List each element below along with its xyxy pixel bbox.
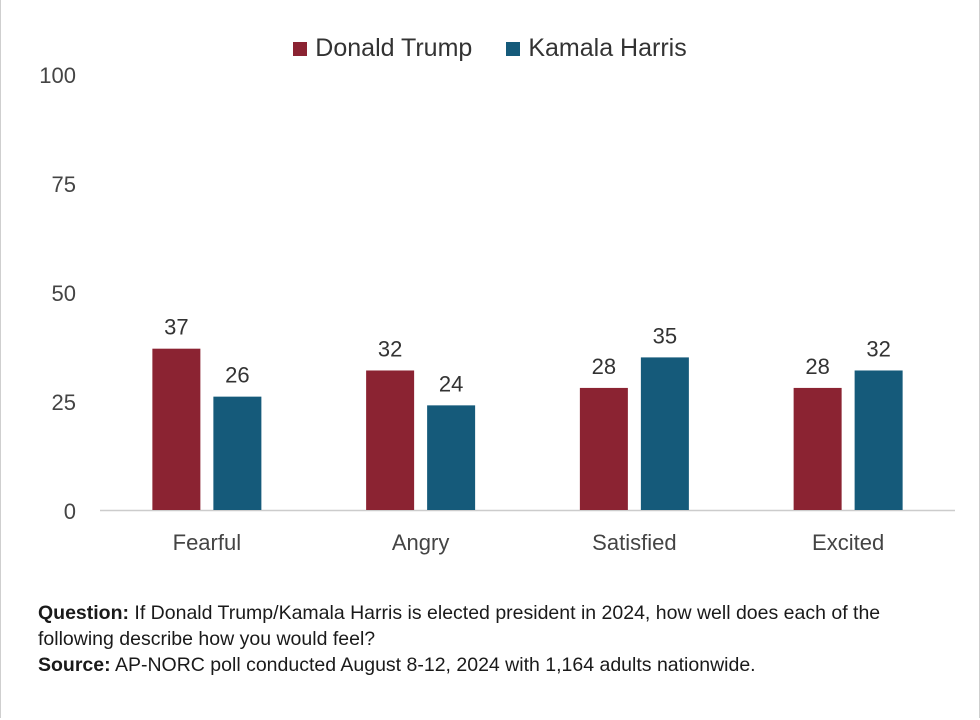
y-tick-label: 100 bbox=[39, 63, 76, 88]
y-tick-label: 0 bbox=[64, 499, 76, 524]
legend-swatch-trump bbox=[293, 41, 308, 56]
bar-harris bbox=[854, 370, 903, 510]
source-label: Source: bbox=[38, 654, 111, 677]
data-label: 28 bbox=[592, 354, 616, 379]
x-tick-label: Fearful bbox=[173, 530, 241, 555]
data-label: 32 bbox=[866, 336, 890, 361]
bar-harris bbox=[427, 405, 476, 510]
bar-trump bbox=[793, 387, 842, 510]
legend-label-harris: Kamala Harris bbox=[528, 34, 687, 62]
data-label: 32 bbox=[378, 336, 402, 361]
chart-legend: Donald Trump Kamala Harris bbox=[0, 34, 980, 63]
bar-trump bbox=[152, 348, 201, 510]
data-label: 28 bbox=[805, 354, 829, 379]
x-tick-label: Angry bbox=[392, 530, 449, 555]
data-label: 26 bbox=[225, 363, 249, 388]
question-label: Question: bbox=[38, 602, 129, 624]
bar-trump bbox=[579, 387, 628, 510]
chart-footnote: Question: If Donald Trump/Kamala Harris … bbox=[38, 600, 958, 678]
x-tick-label: Satisfied bbox=[592, 530, 676, 555]
x-tick-label: Excited bbox=[812, 530, 884, 555]
question-note: Question: If Donald Trump/Kamala Harris … bbox=[38, 600, 958, 652]
source-note: Source: AP-NORC poll conducted August 8-… bbox=[38, 652, 958, 678]
bar-harris bbox=[640, 357, 689, 510]
legend-swatch-harris bbox=[506, 41, 521, 56]
bar-chart: 0 25 50 75 100 Fearful 37 26 Angry 32 24 Satisfied 2… bbox=[39, 63, 955, 555]
data-label: 24 bbox=[439, 371, 463, 396]
bar-trump bbox=[366, 370, 415, 510]
legend-item-harris: Kamala Harris bbox=[506, 34, 687, 63]
bar-harris bbox=[213, 396, 262, 510]
question-text: If Donald Trump/Kamala Harris is elected… bbox=[38, 602, 881, 651]
y-tick-label: 50 bbox=[52, 281, 76, 306]
data-label: 37 bbox=[164, 315, 188, 340]
source-text: AP-NORC poll conducted August 8-12, 2024… bbox=[114, 654, 756, 677]
y-tick-label: 75 bbox=[52, 172, 76, 197]
y-tick-label: 25 bbox=[52, 390, 76, 415]
legend-item-trump: Donald Trump bbox=[293, 34, 472, 63]
legend-label-trump: Donald Trump bbox=[315, 34, 473, 62]
data-label: 35 bbox=[653, 323, 677, 348]
